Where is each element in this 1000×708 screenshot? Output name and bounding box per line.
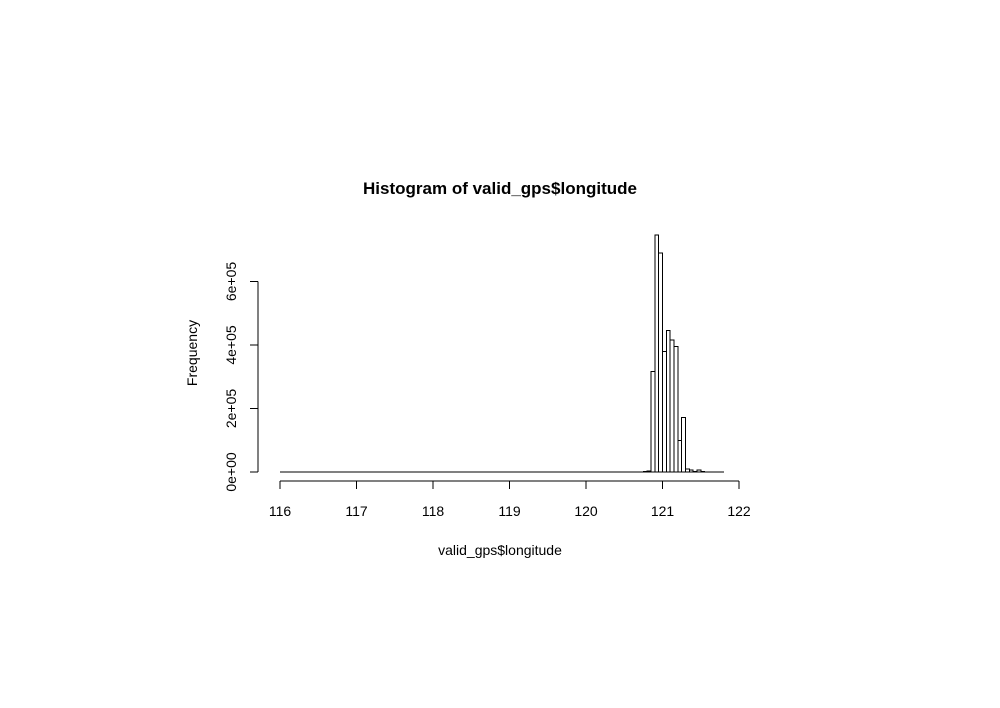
y-tick-label: 4e+05	[223, 325, 239, 365]
y-tick-label: 6e+05	[223, 262, 239, 302]
y-tick-label: 2e+05	[223, 389, 239, 429]
histogram-bar	[646, 470, 652, 473]
histogram-bar	[681, 416, 686, 473]
histogram-bar	[665, 330, 671, 473]
x-tick-label: 117	[345, 503, 368, 519]
y-axis-label: Frequency	[184, 320, 200, 386]
chart-title: Histogram of valid_gps$longitude	[363, 179, 637, 198]
histogram-bar	[669, 339, 675, 473]
x-axis-label: valid_gps$longitude	[438, 542, 562, 558]
histogram-bar	[658, 252, 663, 473]
histogram-bar	[696, 469, 702, 473]
y-tick-label: 0e+00	[223, 452, 239, 492]
x-tick-label: 119	[498, 503, 521, 519]
histogram-bar	[650, 370, 656, 473]
histogram-bar	[673, 346, 679, 473]
histogram-bar	[662, 350, 667, 473]
x-tick-label: 118	[422, 503, 445, 519]
x-tick-label: 120	[574, 503, 598, 519]
y-axis: 0e+00 2e+05 4e+05 6e+05	[223, 262, 259, 492]
histogram-bar	[654, 234, 660, 473]
bars-layer	[639, 234, 725, 473]
x-tick-label: 121	[651, 503, 675, 519]
x-tick-label: 116	[269, 503, 292, 519]
x-tick-label: 122	[727, 503, 751, 519]
histogram-bar	[677, 440, 683, 473]
x-axis: 116 117 118 119 120 121 122	[269, 480, 751, 519]
histogram-bar	[692, 470, 698, 473]
histogram-bar	[688, 469, 694, 473]
histogram-bar	[684, 468, 690, 473]
